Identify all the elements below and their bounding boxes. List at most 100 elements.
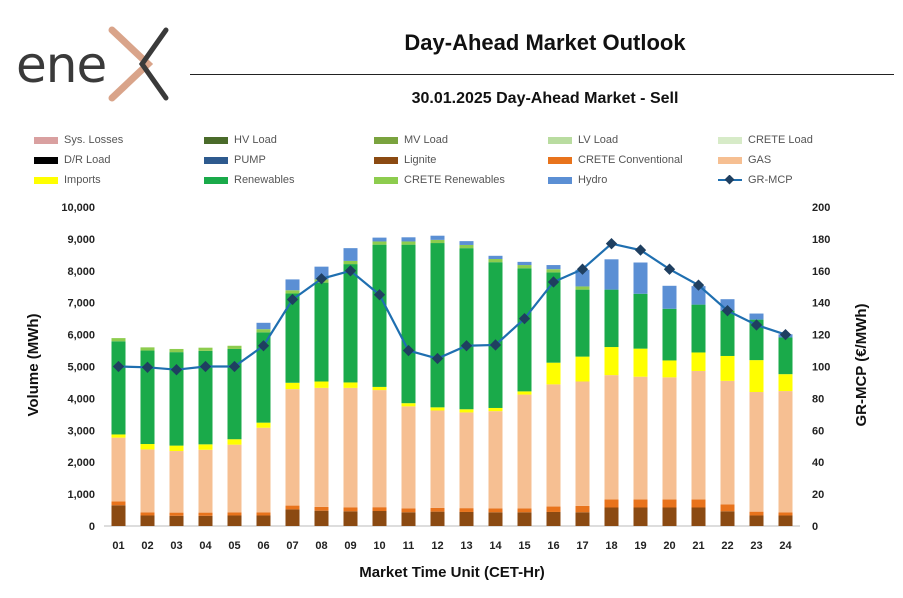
x-tick-label: 24 [779, 540, 792, 552]
gr-mcp-point [257, 340, 270, 352]
bar-crete-conventional [517, 508, 532, 513]
y-tick-label: 4,000 [67, 393, 95, 405]
bar-lignite [575, 512, 590, 526]
bar-renewables [575, 289, 590, 357]
gr-mcp-point [663, 263, 676, 275]
bar-crete-conventional [633, 499, 648, 508]
bar-crete-conventional [720, 504, 735, 512]
bar-crete-conventional [111, 501, 126, 506]
bar-crete-conventional [401, 508, 416, 513]
gr-mcp-point [141, 361, 154, 373]
bar-imports [546, 362, 561, 385]
bar-lignite [459, 511, 474, 526]
gr-mcp-point [547, 276, 560, 288]
bar-hydro [575, 269, 590, 287]
bar-crete-conventional [169, 512, 184, 516]
legend-label: D/R Load [64, 154, 111, 166]
bar-hydro [662, 285, 677, 309]
bar-imports [401, 403, 416, 407]
x-tick-label: 02 [141, 540, 153, 552]
y-tick-label: 7,000 [67, 298, 95, 310]
bar-crete-renewables [169, 348, 184, 353]
bar-renewables [517, 268, 532, 392]
bar-lignite [198, 515, 213, 526]
bar-hydro [314, 266, 329, 280]
bar-crete-conventional [343, 507, 358, 512]
bar-crete-conventional [140, 512, 155, 516]
legend-label: PUMP [234, 154, 266, 166]
y-tick-label: 9,000 [67, 234, 95, 246]
gr-mcp-point [779, 328, 792, 341]
y-tick-label: 5,000 [67, 362, 95, 374]
bar-imports [488, 407, 503, 412]
bar-gas [778, 391, 793, 513]
bar-imports [314, 381, 329, 388]
bar-crete-renewables [372, 241, 387, 245]
bar-crete-conventional [749, 511, 764, 516]
bar-gas [430, 410, 445, 508]
bar-crete-renewables [343, 260, 358, 265]
bar-renewables [778, 337, 793, 375]
y-tick-label: 8,000 [67, 266, 95, 278]
bar-crete-renewables [140, 347, 155, 351]
bar-imports [343, 382, 358, 388]
legend-label: Imports [64, 174, 101, 186]
bar-lignite [285, 509, 300, 526]
bar-imports [140, 444, 155, 450]
y-tick-label: 1,000 [67, 489, 95, 501]
bar-hydro [372, 237, 387, 242]
bar-renewables [169, 352, 184, 446]
bar-renewables [633, 293, 648, 349]
bar-renewables [343, 264, 358, 383]
bar-gas [691, 370, 706, 500]
y2-axis-title: GR-MCP (€/MWh) [853, 303, 870, 426]
legend-label: LV Load [578, 134, 619, 146]
bar-crete-renewables [517, 265, 532, 269]
bar-renewables [430, 243, 445, 408]
gr-mcp-point [228, 360, 241, 373]
gr-mcp-point [315, 273, 328, 285]
bar-imports [198, 444, 213, 450]
legend-swatch [548, 177, 572, 184]
x-tick-label: 11 [403, 540, 415, 552]
bar-gas [604, 375, 619, 500]
bar-lignite [343, 511, 358, 526]
bar-renewables [285, 293, 300, 383]
bar-crete-conventional [372, 507, 387, 512]
bar-crete-conventional [198, 512, 213, 516]
gr-mcp-point [460, 340, 473, 352]
bar-hydro [401, 237, 416, 242]
bar-crete-renewables [488, 258, 503, 263]
y2-tick-label: 160 [812, 266, 830, 278]
bar-lignite [227, 515, 242, 526]
bar-lignite [430, 511, 445, 526]
bar-lignite [720, 511, 735, 526]
x-tick-label: 18 [605, 540, 617, 552]
bar-gas [140, 449, 155, 513]
bar-lignite [691, 507, 706, 526]
legend-swatch [204, 157, 228, 164]
bar-hydro [691, 286, 706, 305]
bar-gas [459, 412, 474, 509]
x-tick-label: 04 [199, 540, 212, 552]
bar-crete-conventional [256, 512, 271, 516]
gr-mcp-point [402, 344, 415, 357]
gr-mcp-point [518, 312, 531, 325]
bar-lignite [140, 515, 155, 526]
bar-imports [720, 355, 735, 381]
bar-imports [604, 347, 619, 376]
x-tick-label: 20 [663, 540, 675, 552]
bar-renewables [111, 341, 126, 435]
bar-gas [401, 406, 416, 509]
x-tick-label: 15 [518, 540, 530, 552]
y-tick-label: 3,000 [67, 425, 95, 437]
bar-imports [256, 422, 271, 428]
bar-renewables [256, 332, 271, 423]
bar-gas [633, 376, 648, 500]
bar-gas [169, 451, 184, 513]
y2-tick-label: 80 [812, 393, 824, 405]
bar-lignite [401, 512, 416, 526]
bar-crete-conventional [575, 505, 590, 513]
x-tick-label: 23 [750, 540, 762, 552]
legend-swatch [34, 157, 58, 164]
